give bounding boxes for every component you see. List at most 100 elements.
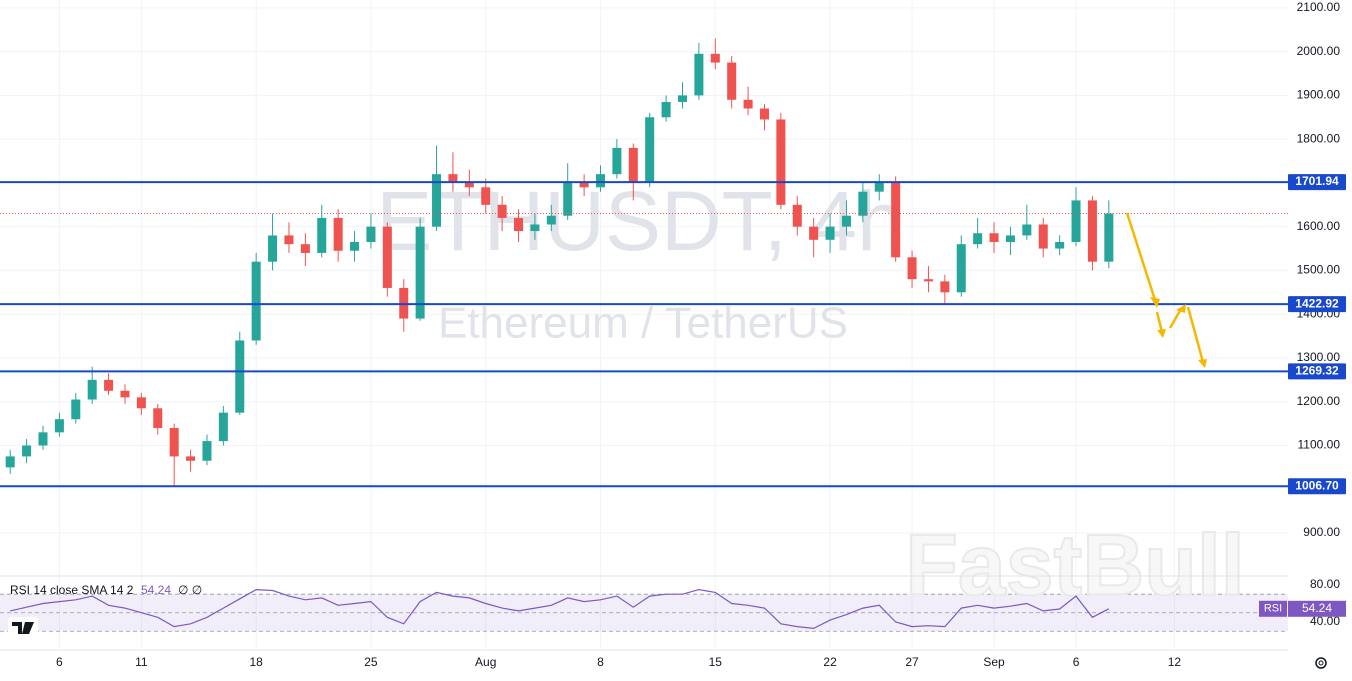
candle-body xyxy=(907,257,917,280)
y-tick-label: 2000.00 xyxy=(1297,44,1341,58)
arrow-head xyxy=(1157,329,1166,338)
candle-body xyxy=(956,244,966,293)
x-tick-label: 27 xyxy=(905,655,919,669)
candle-body xyxy=(251,261,261,341)
rsi-value-label: 54.24 xyxy=(1302,601,1332,615)
y-tick-label: 900.00 xyxy=(1303,525,1340,539)
candle-body xyxy=(1038,224,1048,249)
candle-body xyxy=(841,215,851,227)
candle-body xyxy=(923,279,933,282)
arrow xyxy=(1125,212,1157,301)
y-tick-label: 1800.00 xyxy=(1297,131,1341,145)
candle-body xyxy=(677,95,688,102)
candle-body xyxy=(317,217,327,253)
candle-body xyxy=(1087,200,1097,262)
candle-body xyxy=(891,182,901,258)
arrow-head xyxy=(1198,359,1207,368)
candle-body xyxy=(104,379,114,391)
candle-body xyxy=(792,204,802,227)
candle-body xyxy=(1071,200,1081,242)
candle-body xyxy=(268,235,278,262)
candle-body xyxy=(858,191,868,216)
tv-logo xyxy=(8,617,38,639)
x-tick-label: 11 xyxy=(135,655,148,669)
candle-body xyxy=(202,441,212,461)
candle-body xyxy=(1005,235,1015,242)
candle-body xyxy=(448,174,458,183)
x-tick-label: Aug xyxy=(475,655,496,669)
x-tick-label: 8 xyxy=(597,655,604,669)
arrow-head xyxy=(1150,297,1160,308)
rsi-extra: ∅ ∅ xyxy=(178,583,202,597)
level-tag xyxy=(1288,296,1346,313)
rsi-name-tag xyxy=(1259,600,1287,617)
candle-body xyxy=(809,226,819,240)
candle-body xyxy=(218,412,228,442)
rsi-value-tag xyxy=(1288,600,1346,617)
candle-body xyxy=(497,204,507,218)
candle-body xyxy=(120,390,130,398)
candle-body xyxy=(743,99,753,109)
rsi-title: RSI 14 close SMA 14 2 xyxy=(10,583,134,597)
candle-body xyxy=(661,101,671,118)
arrow xyxy=(1155,311,1164,333)
candle-body xyxy=(546,215,556,225)
candle-body xyxy=(530,224,540,232)
candle-body xyxy=(350,241,360,251)
watermark-name: Ethereum / TetherUS xyxy=(438,299,848,348)
candle-body xyxy=(153,408,163,428)
candle-body xyxy=(366,226,376,242)
candle-body xyxy=(169,427,179,457)
candle-body xyxy=(645,117,655,183)
y-tick-label: 1200.00 xyxy=(1297,394,1341,408)
candle-body xyxy=(579,182,589,188)
marks xyxy=(0,38,1288,630)
candle-body xyxy=(22,445,32,457)
candle-body xyxy=(333,217,343,251)
level-tag xyxy=(1288,363,1346,380)
x-tick-label: 6 xyxy=(1073,655,1080,669)
candle-body xyxy=(514,217,524,232)
rsi-value: 54.24 xyxy=(141,583,171,597)
y-tick-label: 1600.00 xyxy=(1297,219,1341,233)
candle-body xyxy=(710,53,720,63)
x-tick-label: 15 xyxy=(709,655,723,669)
candle-body xyxy=(776,119,786,205)
gear[interactable] xyxy=(1315,657,1327,669)
watermark-brand: FastBull xyxy=(905,518,1244,614)
y-tick-label: 1500.00 xyxy=(1297,263,1341,277)
rsi-tick-label: 40.00 xyxy=(1310,614,1340,628)
candle-body xyxy=(874,182,884,192)
level-label: 1006.70 xyxy=(1295,478,1339,492)
x-tick-label: 25 xyxy=(364,655,378,669)
candle-body xyxy=(415,226,425,319)
candle-body xyxy=(595,174,606,188)
candle-body xyxy=(825,226,835,240)
candle-body xyxy=(727,62,737,100)
candle-body xyxy=(464,182,474,188)
y-tick-label: 1900.00 xyxy=(1297,88,1341,102)
y-tick-label: 2100.00 xyxy=(1297,0,1341,14)
candle-body xyxy=(87,379,97,400)
candle-body xyxy=(432,174,442,227)
candle-body xyxy=(38,432,48,446)
candle-body xyxy=(973,233,983,245)
candle-body xyxy=(71,399,81,420)
x-tick-label: 12 xyxy=(1168,655,1182,669)
candle-body xyxy=(300,244,310,253)
level-tag xyxy=(1288,478,1346,495)
candle-body xyxy=(1104,213,1114,262)
level-tag xyxy=(1288,174,1346,191)
candle-body xyxy=(136,397,146,409)
candle-body xyxy=(1022,224,1032,236)
x-tick-label: 6 xyxy=(56,655,63,669)
rsi-line xyxy=(10,588,1110,630)
level-label: 1422.92 xyxy=(1295,296,1339,310)
candle-body xyxy=(612,147,622,175)
settings-icon[interactable] xyxy=(1315,657,1327,669)
level-label: 1269.32 xyxy=(1295,364,1339,378)
watermark-symbol: ETHUSDT, 4h xyxy=(376,174,903,268)
y-tick-label: 1300.00 xyxy=(1297,350,1341,364)
gear-center[interactable] xyxy=(1318,660,1324,666)
